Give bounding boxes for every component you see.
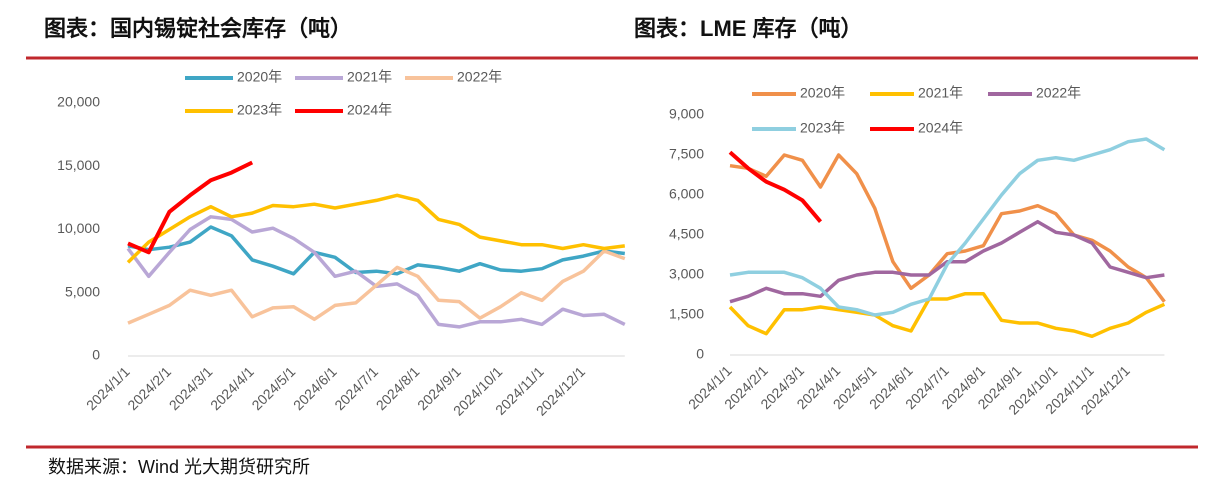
chart-title: 图表：LME 库存（吨） [634, 16, 863, 41]
x-tick-label: 2024/2/1 [124, 363, 174, 413]
series-line [729, 153, 1166, 303]
legend-label: 2022年 [457, 69, 502, 85]
x-tick-label: 2024/8/1 [373, 363, 423, 413]
series-line [728, 291, 1166, 339]
legend-label: 2023年 [800, 120, 845, 136]
legend-label: 2023年 [237, 102, 282, 118]
y-tick-label: 4,500 [669, 226, 704, 242]
y-tick-label: 5,000 [65, 283, 100, 299]
y-tick-label: 3,000 [669, 266, 704, 282]
series-line [728, 150, 823, 223]
legend-label: 2020年 [800, 85, 845, 101]
y-tick-label: 0 [92, 347, 100, 363]
x-tick-label: 2024/1/1 [83, 363, 133, 413]
legend-label: 2021年 [918, 85, 963, 101]
y-tick-label: 20,000 [57, 94, 100, 110]
y-tick-label: 7,500 [669, 146, 704, 162]
series-line [127, 249, 626, 325]
legend-label: 2021年 [347, 69, 392, 85]
y-tick-label: 1,500 [669, 306, 704, 322]
series-line [127, 225, 626, 276]
y-tick-label: 0 [696, 346, 704, 362]
x-tick-label: 2024/6/1 [290, 363, 340, 413]
legend-label: 2022年 [1036, 85, 1081, 101]
y-tick-label: 15,000 [57, 157, 100, 173]
y-tick-label: 10,000 [57, 220, 100, 236]
legend-label: 2024年 [918, 120, 963, 136]
series-line [126, 193, 626, 264]
series-line [127, 160, 254, 255]
x-tick-label: 2024/3/1 [166, 363, 216, 413]
series-line [729, 137, 1166, 317]
y-tick-label: 9,000 [669, 106, 704, 122]
x-tick-label: 2024/4/1 [207, 363, 257, 413]
source: 数据来源：Wind 光大期货研究所 [48, 457, 310, 477]
chart-title: 图表：国内锡锭社会库存（吨） [44, 16, 352, 41]
legend-label: 2024年 [347, 102, 392, 118]
x-tick-label: 2024/7/1 [331, 363, 381, 413]
y-tick-label: 6,000 [669, 186, 704, 202]
legend-label: 2020年 [237, 69, 282, 85]
x-tick-label: 2024/5/1 [248, 363, 298, 413]
